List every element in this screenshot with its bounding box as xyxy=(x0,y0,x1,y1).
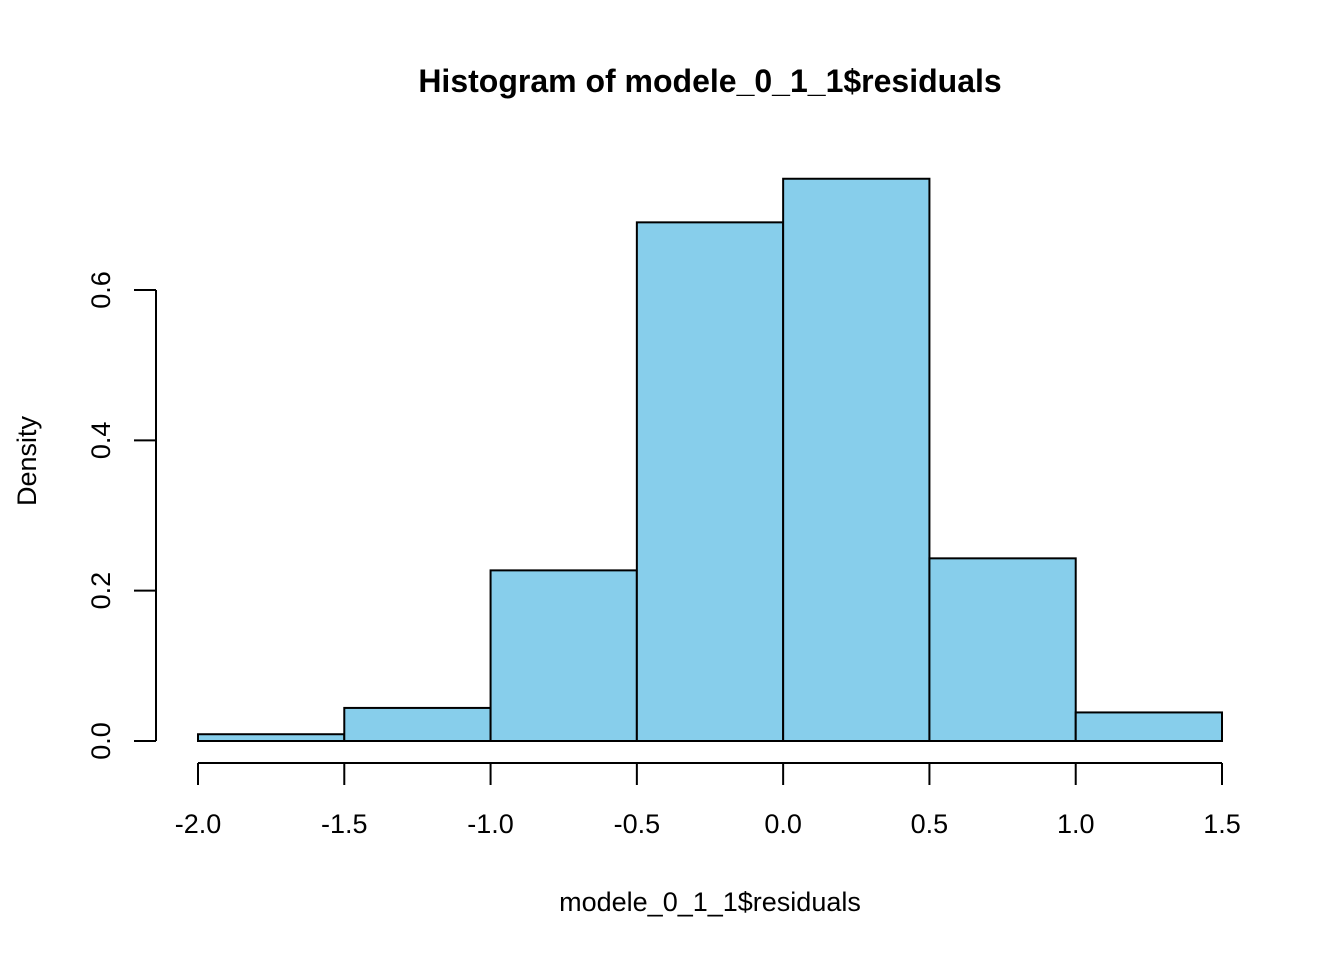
y-tick-label-0: 0.0 xyxy=(86,722,116,760)
histogram-bar-6 xyxy=(1074,711,1223,742)
x-tick-label-1: -1.5 xyxy=(321,809,368,839)
y-tick-label-1: 0.2 xyxy=(86,572,116,610)
histogram-bar-0 xyxy=(197,733,346,742)
histogram-bar-4 xyxy=(782,177,931,742)
x-tick-label-7: 1.5 xyxy=(1203,809,1241,839)
chart-title: Histogram of modele_0_1_1$residuals xyxy=(418,63,1001,99)
y-axis-ticks: 0.0 0.2 0.4 0.6 xyxy=(86,271,156,760)
y-axis: 0.0 0.2 0.4 0.6 xyxy=(86,271,157,760)
x-tick-label-2: -1.0 xyxy=(467,809,514,839)
x-axis: -2.0 -1.5 -1.0 -0.5 0.0 0.5 1.0 1.5 xyxy=(175,762,1241,839)
x-axis-ticks: -2.0 -1.5 -1.0 -0.5 0.0 0.5 1.0 1.5 xyxy=(175,763,1241,839)
x-tick-label-3: -0.5 xyxy=(614,809,661,839)
x-tick-label-5: 0.5 xyxy=(911,809,949,839)
histogram-bar-2 xyxy=(489,569,638,742)
y-axis-label: Density xyxy=(12,415,42,506)
histogram-bars xyxy=(197,177,1223,743)
histogram-bar-3 xyxy=(635,221,785,743)
x-axis-label: modele_0_1_1$residuals xyxy=(559,887,861,917)
y-tick-label-2: 0.4 xyxy=(86,422,116,460)
x-tick-label-6: 1.0 xyxy=(1057,809,1095,839)
histogram-bar-5 xyxy=(928,557,1077,742)
histogram-bar-1 xyxy=(343,706,492,743)
x-tick-label-4: 0.0 xyxy=(764,809,802,839)
x-tick-label-0: -2.0 xyxy=(175,809,222,839)
y-tick-label-3: 0.6 xyxy=(86,271,116,309)
